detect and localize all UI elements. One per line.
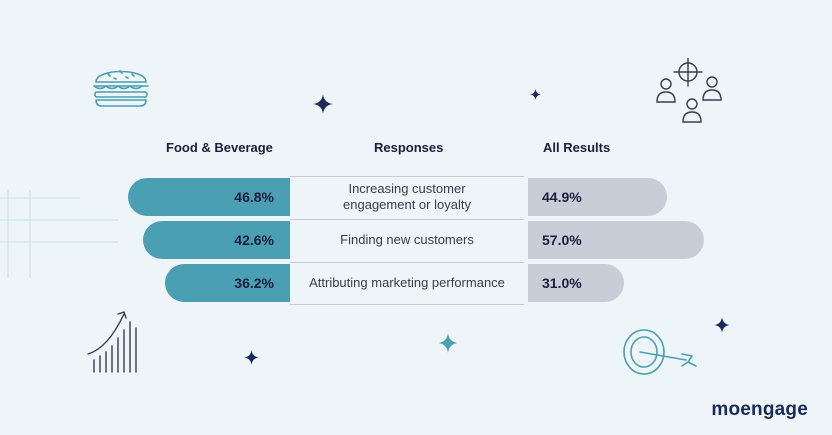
row-divider — [290, 304, 524, 305]
value-label-all-results: 57.0% — [542, 232, 582, 248]
value-label-food-beverage: 46.8% — [234, 189, 274, 205]
moengage-logo: moengage — [711, 399, 808, 420]
row-divider — [290, 262, 524, 263]
value-label-all-results: 31.0% — [542, 275, 582, 291]
value-label-food-beverage: 42.6% — [234, 232, 274, 248]
value-label-all-results: 44.9% — [542, 189, 582, 205]
sparkle-icon — [714, 317, 730, 333]
bar-food-beverage: 36.2% — [164, 264, 290, 302]
header-all-results: All Results — [543, 140, 611, 155]
row-divider — [290, 219, 524, 220]
sparkle-icon — [313, 94, 333, 114]
sparkle-icon — [244, 350, 259, 365]
bar-all-results: 57.0% — [528, 221, 704, 259]
background-grid — [0, 190, 118, 278]
row-divider — [290, 176, 524, 177]
response-label: Finding new customers — [340, 232, 474, 247]
target-people-icon — [656, 58, 722, 123]
burger-icon — [93, 70, 149, 107]
value-label-food-beverage: 36.2% — [234, 275, 274, 291]
bar-food-beverage: 46.8% — [128, 178, 290, 216]
bar-all-results: 44.9% — [528, 178, 667, 216]
bar-all-results: 31.0% — [528, 264, 624, 302]
sparkle-icon — [438, 333, 458, 353]
dartboard-icon — [623, 329, 697, 375]
header-responses: Responses — [374, 140, 444, 155]
growth-chart-icon — [87, 311, 137, 373]
sparkle-icon — [530, 89, 541, 100]
response-label: Attributing marketing performance — [309, 275, 505, 290]
response-label: Increasing customer engagement or loyalt… — [343, 181, 471, 212]
header-food-beverage: Food & Beverage — [166, 140, 273, 155]
bar-food-beverage: 42.6% — [142, 221, 290, 259]
